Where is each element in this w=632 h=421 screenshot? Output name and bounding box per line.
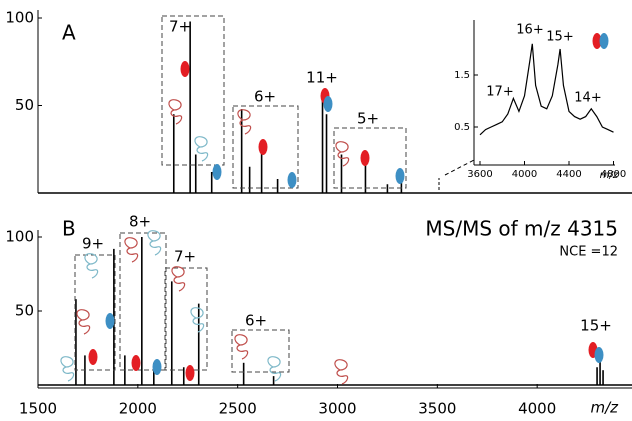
icon — [335, 141, 350, 167]
dashed-box — [161, 15, 225, 166]
icon — [234, 334, 249, 360]
charge-label: 15+ — [546, 30, 573, 45]
subtitle: NCE =12 — [559, 245, 618, 260]
icon — [334, 359, 349, 385]
panel-label: A — [62, 21, 76, 45]
x-tick-label: 3000 — [318, 400, 356, 418]
x-tick-label: 3600 — [467, 169, 492, 180]
charge-label: 7+ — [174, 248, 196, 266]
dashed-box — [232, 105, 299, 189]
icon — [258, 139, 268, 155]
icon — [237, 109, 252, 135]
icon — [171, 266, 186, 292]
charge-label: 8+ — [129, 213, 151, 231]
x-tick-label: 2500 — [219, 400, 257, 418]
panel-label: B — [62, 217, 76, 241]
dashed-box — [119, 232, 167, 371]
icon — [88, 349, 98, 365]
icon — [147, 230, 162, 256]
x-tick-label: 4400 — [556, 169, 581, 180]
icon — [190, 307, 205, 333]
x-tick-label: 1500 — [19, 400, 57, 418]
y-tick-label: 50 — [15, 302, 34, 320]
icon — [212, 164, 222, 180]
spectrum-line — [479, 43, 614, 136]
icon — [185, 365, 195, 381]
icon — [124, 237, 139, 263]
icon — [395, 168, 405, 184]
charge-label: 11+ — [306, 69, 338, 87]
y-tick-label: 1.5 — [454, 70, 470, 81]
icon — [267, 356, 282, 382]
charge-label: 17+ — [486, 85, 513, 100]
y-tick-label: 100 — [5, 9, 34, 27]
x-tick-label: 4800 — [601, 169, 626, 180]
dashed-box — [231, 329, 290, 373]
inset-x-label: m/z — [600, 170, 619, 181]
icon — [592, 33, 602, 49]
icon — [105, 313, 115, 329]
icon — [599, 33, 609, 49]
y-tick-label: 100 — [5, 228, 34, 246]
x-tick-label: 4000 — [512, 169, 537, 180]
charge-label: 7+ — [169, 18, 191, 36]
x-tick-label: 2000 — [119, 400, 157, 418]
title: MS/MS of m/z 4315 — [425, 217, 618, 241]
icon — [131, 355, 141, 371]
icon — [168, 99, 183, 125]
x-tick-label: 4000 — [518, 400, 556, 418]
charge-label: 14+ — [574, 91, 601, 106]
icon — [594, 347, 604, 363]
charge-label: 6+ — [245, 312, 267, 330]
icon — [152, 359, 162, 375]
connector — [444, 159, 475, 176]
icon — [60, 356, 75, 382]
charge-label: 5+ — [357, 110, 379, 128]
charge-label: 9+ — [82, 235, 104, 253]
charge-label: 16+ — [516, 23, 543, 38]
icon — [287, 172, 297, 188]
icon — [76, 309, 91, 335]
y-tick-label: 0.5 — [454, 122, 470, 133]
charge-label: 6+ — [254, 88, 276, 106]
icon — [84, 253, 99, 279]
icon — [194, 136, 209, 162]
icon — [180, 61, 190, 77]
x-tick-label: 3500 — [418, 400, 456, 418]
icon — [360, 150, 370, 166]
y-tick-label: 50 — [15, 96, 34, 114]
x-label: m/z — [590, 399, 619, 417]
charge-label: 15+ — [580, 317, 612, 335]
dashed-box — [333, 127, 407, 189]
icon — [323, 96, 333, 112]
